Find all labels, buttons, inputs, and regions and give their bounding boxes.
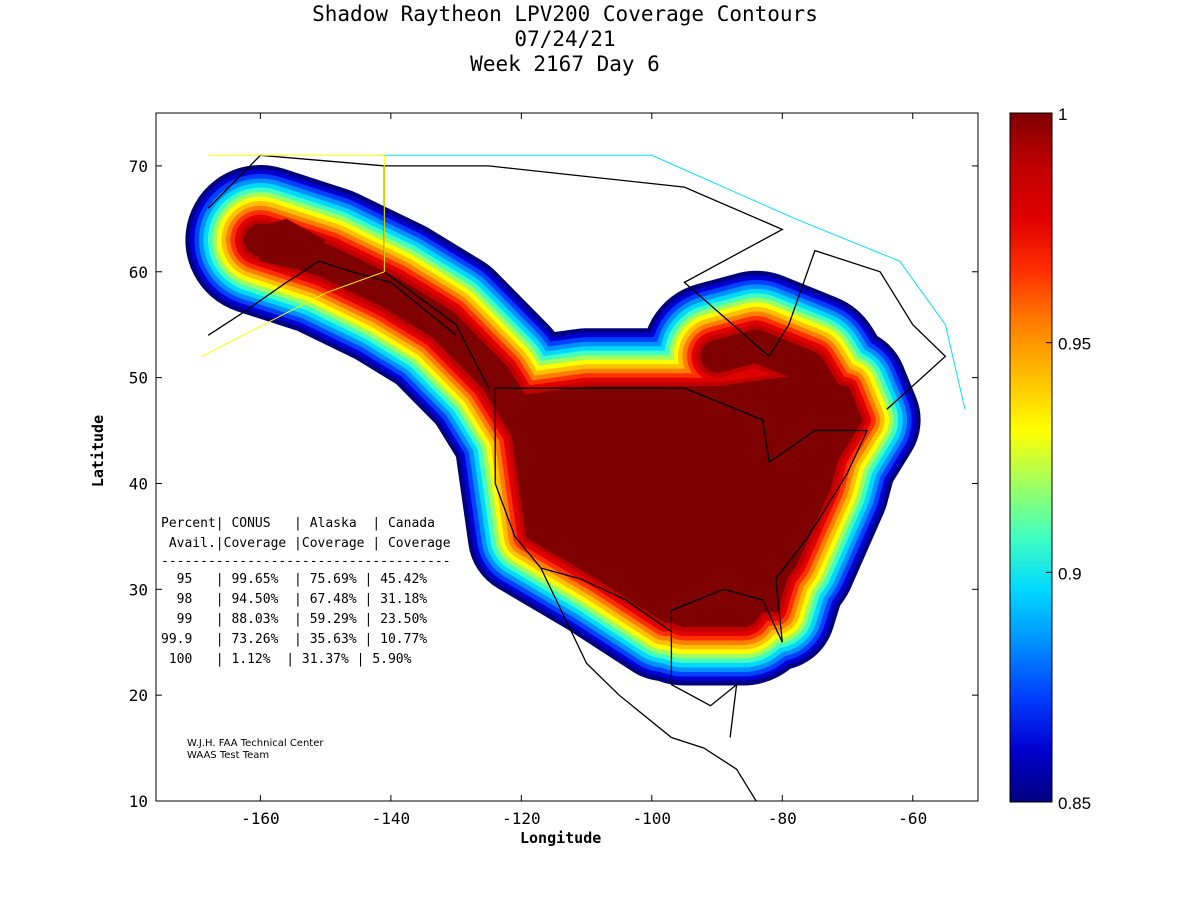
colorbar-tick-label: 0.85	[1058, 794, 1091, 813]
alaska-core	[247, 218, 326, 272]
y-tick-label: 60	[129, 263, 148, 282]
y-tick-label: 50	[129, 369, 148, 388]
chart-week: Week 2167 Day 6	[470, 52, 660, 76]
x-tick-label: -80	[768, 809, 797, 828]
chart-title: Shadow Raytheon LPV200 Coverage Contours	[312, 2, 818, 26]
canada-core	[782, 377, 848, 442]
x-axis-label: Longitude	[520, 829, 602, 847]
table-row: 100 | 1.12% | 31.37% | 5.90%	[161, 652, 412, 667]
conus-outline	[494, 387, 869, 643]
colorbar-tick-label: 0.9	[1058, 564, 1082, 583]
coastline	[670, 631, 738, 738]
x-tick-label: -100	[633, 809, 672, 828]
x-tick-label: -160	[241, 809, 280, 828]
table-row: 99.9 | 73.26% | 35.63% | 10.77%	[161, 632, 428, 647]
table-row: 95 | 99.65% | 75.69% | 45.42%	[161, 572, 428, 587]
colorbar-tick-label: 1	[1058, 105, 1067, 124]
table-header-1: Percent| CONUS | Alaska | Canada	[161, 516, 435, 531]
table-divider: -------------------------------------	[161, 554, 451, 569]
credit-line-2: WAAS Test Team	[187, 750, 270, 761]
coverage-layers	[185, 154, 966, 801]
coastline	[540, 567, 757, 801]
coastline	[207, 154, 947, 410]
table-row: 99 | 88.03% | 59.29% | 23.50%	[161, 612, 428, 627]
y-tick-label: 70	[129, 157, 148, 176]
y-tick-label: 20	[129, 686, 148, 705]
plot-frame	[155, 112, 979, 802]
credit-line-1: W.J.H. FAA Technical Center	[187, 738, 324, 749]
chart-date: 07/24/21	[514, 27, 616, 51]
x-tick-label: -60	[898, 809, 927, 828]
colorbar-tick-label: 0.95	[1058, 335, 1091, 354]
y-tick-label: 10	[129, 792, 148, 811]
x-tick-label: -120	[502, 809, 541, 828]
table-row: 98 | 94.50% | 67.48% | 31.18%	[161, 592, 428, 607]
y-tick-label: 40	[129, 474, 148, 493]
coverage-band	[506, 375, 863, 624]
table-header-2: Avail.|Coverage |Coverage | Coverage	[161, 536, 451, 551]
coastline	[207, 260, 457, 336]
region-boundary	[377, 154, 966, 410]
credit: W.J.H. FAA Technical Center WAAS Test Tea…	[187, 738, 323, 762]
colorbar	[1009, 112, 1053, 803]
y-axis-label: Latitude	[89, 414, 108, 488]
coverage-table: Percent| CONUS | Alaska | Canada Avail.|…	[161, 514, 451, 670]
y-tick-label: 30	[129, 580, 148, 599]
x-tick-label: -140	[372, 809, 411, 828]
region-boundary	[201, 154, 385, 357]
